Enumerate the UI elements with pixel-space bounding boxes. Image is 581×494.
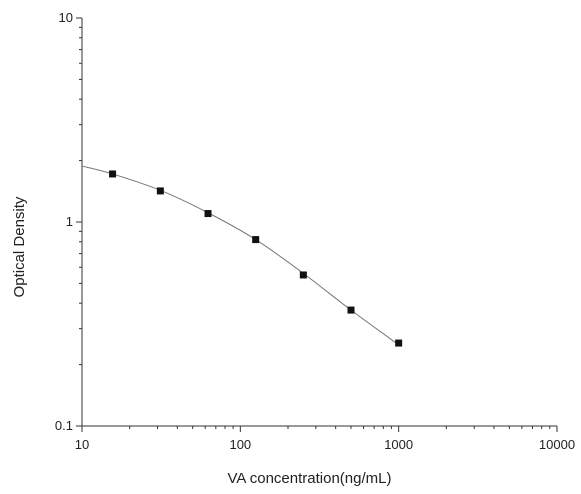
data-point: [395, 339, 403, 347]
points-layer: [109, 170, 403, 347]
data-point: [299, 271, 307, 279]
y-tick-label: 1: [66, 214, 73, 229]
y-tick-label: 10: [59, 10, 73, 25]
curve-layer: [81, 165, 399, 346]
y-axis-title: Optical Density: [11, 196, 28, 297]
data-point: [204, 210, 212, 218]
ticks-group: 10 100 1000 10000 0.1 1 10: [55, 10, 575, 452]
data-point: [156, 187, 164, 195]
data-point: [252, 236, 260, 244]
axes-group: [81, 18, 557, 427]
x-tick-label: 1000: [384, 437, 413, 452]
x-tick-label: 100: [229, 437, 251, 452]
x-axis-title: VA concentration(ng/mL): [228, 470, 392, 487]
x-tick-label: 10: [75, 437, 89, 452]
data-point: [109, 170, 117, 178]
y-tick-label: 0.1: [55, 418, 73, 433]
x-tick-label: 10000: [539, 437, 575, 452]
data-point: [347, 306, 355, 314]
fit-curve: [81, 165, 399, 346]
